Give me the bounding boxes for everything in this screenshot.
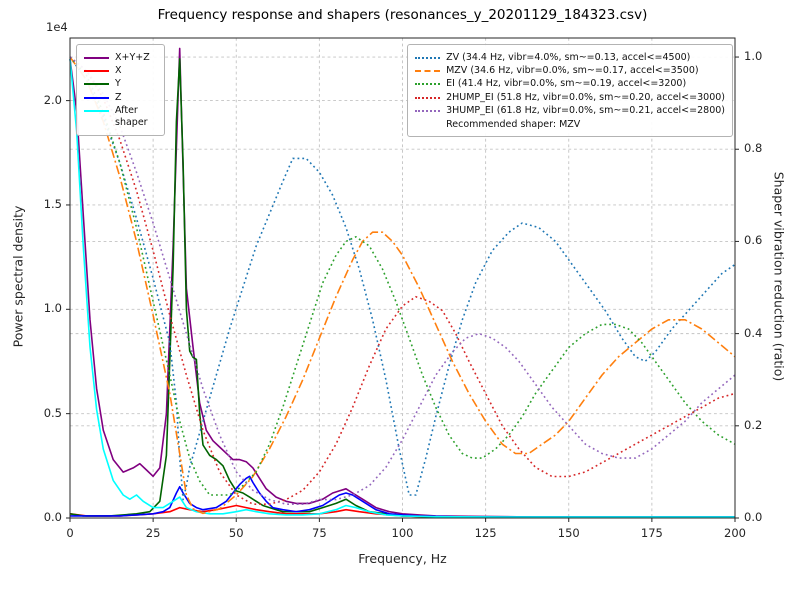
tick-label-y-left: 1.0 xyxy=(43,301,62,316)
legend-label: Y xyxy=(115,78,121,90)
shaper-legend: ZV (34.4 Hz, vibr=4.0%, sm~=0.13, accel<… xyxy=(407,44,733,137)
tick-label-x: 125 xyxy=(474,526,497,540)
tick-label-y-left: 0.5 xyxy=(43,405,62,420)
psd-line-swatch-3 xyxy=(84,96,109,99)
legend-item: 2HUMP_EI (51.8 Hz, vibr=0.0%, sm~=0.20, … xyxy=(415,92,725,104)
legend-label: 3HUMP_EI (61.8 Hz, vibr=0.0%, sm~=0.21, … xyxy=(446,105,725,116)
psd-line-swatch-1 xyxy=(84,69,109,72)
tick-label-y-right: 1.0 xyxy=(744,49,763,64)
psd-line-swatch-0 xyxy=(84,56,109,59)
axis-offset-label: 1e4 xyxy=(46,20,68,34)
legend-item: MZV (34.6 Hz, vibr=0.0%, sm~=0.17, accel… xyxy=(415,65,725,77)
shaper-line-swatch-3 xyxy=(415,96,441,99)
legend-label: X xyxy=(115,64,122,76)
tick-label-x: 200 xyxy=(724,526,746,540)
legend-item: X xyxy=(84,65,157,77)
tick-label-x: 175 xyxy=(640,526,663,540)
series-zv xyxy=(69,56,736,501)
tick-label-y-right: 0.6 xyxy=(744,233,763,248)
series-x+y+z xyxy=(69,47,735,518)
series-3hump_ei xyxy=(69,56,736,506)
psd-line-swatch-4 xyxy=(84,110,109,112)
y-axis-label-left: Power spectral density xyxy=(10,205,26,348)
legend-item: X+Y+Z xyxy=(84,52,157,64)
legend-item: ZV (34.4 Hz, vibr=4.0%, sm~=0.13, accel<… xyxy=(415,52,725,64)
legend-item: 3HUMP_EI (61.8 Hz, vibr=0.0%, sm~=0.21, … xyxy=(415,105,725,117)
tick-label-x: 75 xyxy=(312,526,327,540)
series-y xyxy=(69,58,735,518)
tick-label-y-left: 0.0 xyxy=(43,510,62,524)
tick-label-y-right: 0.4 xyxy=(744,325,763,340)
series-mzv xyxy=(69,56,736,515)
legend-label: ZV (34.4 Hz, vibr=4.0%, sm~=0.13, accel<… xyxy=(446,51,691,63)
legend-item: EI (41.4 Hz, vibr=0.0%, sm~=0.19, accel<… xyxy=(415,78,725,90)
x-axis-label: Frequency, Hz xyxy=(358,551,447,566)
tick-label-y-left: 1.5 xyxy=(43,196,62,211)
tick-label-x: 25 xyxy=(145,526,161,540)
legend-item: Z xyxy=(84,92,157,104)
series-after-shaper xyxy=(69,58,735,518)
legend-item: After shaper xyxy=(84,105,157,129)
shaper-line-swatch-1 xyxy=(415,69,441,72)
tick-label-y-right: 0.2 xyxy=(744,417,763,432)
psd-line-swatch-2 xyxy=(84,83,109,86)
tick-label-y-left: 2.0 xyxy=(43,92,62,107)
tick-label-x: 150 xyxy=(557,526,580,540)
shaper-line-swatch-2 xyxy=(415,83,441,86)
shaper-line-swatch-0 xyxy=(415,56,441,59)
legend-label: 2HUMP_EI (51.8 Hz, vibr=0.0%, sm~=0.20, … xyxy=(446,91,725,103)
psd-legend: X+Y+Z X Y Z After shaper xyxy=(76,44,165,137)
legend-label: X+Y+Z xyxy=(115,51,150,63)
tick-label-x: 50 xyxy=(228,526,244,540)
tick-label-y-right: 0.8 xyxy=(744,141,763,156)
legend-label: EI (41.4 Hz, vibr=0.0%, sm~=0.19, accel<… xyxy=(446,78,687,90)
chart-title: Frequency response and shapers (resonanc… xyxy=(157,7,648,23)
series-2hump_ei xyxy=(69,56,736,506)
tick-label-x: 100 xyxy=(391,526,414,540)
shaper-line-swatch-4 xyxy=(415,110,441,112)
legend-item: Y xyxy=(84,78,157,90)
tick-label-y-right: 0.0 xyxy=(744,510,763,524)
series-z xyxy=(70,475,735,518)
recommended-shaper-note: Recommended shaper: MZV xyxy=(446,118,581,130)
tick-label-x: 0 xyxy=(66,526,74,540)
legend-label: Z xyxy=(115,91,122,103)
tick-marks xyxy=(66,56,739,522)
legend-label: MZV (34.6 Hz, vibr=0.0%, sm~=0.17, accel… xyxy=(446,64,699,76)
legend-label: After shaper xyxy=(115,105,148,128)
y-axis-label-right: Shaper vibration reduction (ratio) xyxy=(771,171,787,382)
